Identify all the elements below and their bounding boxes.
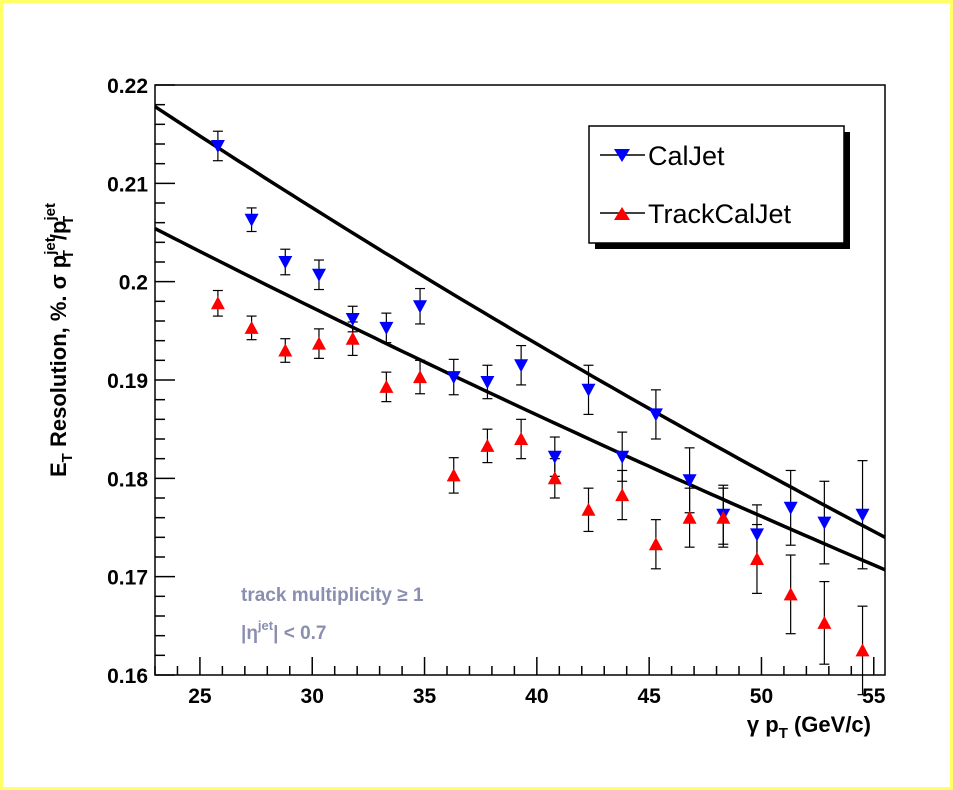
caljet-marker	[648, 408, 663, 422]
x-tick-label: 40	[525, 685, 548, 708]
y-tick-label: 0.22	[107, 75, 148, 98]
caljet-marker	[750, 528, 764, 542]
x-tick-label: 30	[301, 685, 324, 708]
legend-trackcaljet-label: TrackCalJet	[648, 199, 792, 229]
y-tick-label: 0.17	[107, 567, 148, 590]
legend-box	[588, 125, 845, 244]
trackcaljet-marker	[278, 343, 293, 357]
trackcaljet-marker	[817, 615, 832, 629]
x-tick-labels: 25 30 35 40 45 50 55	[188, 685, 886, 708]
caljet-marker	[682, 474, 697, 488]
caljet-marker	[312, 268, 326, 282]
trackcaljet-marker	[244, 320, 259, 334]
legend: CalJet TrackCalJet	[588, 125, 850, 249]
trackcaljet-marker	[615, 488, 630, 502]
caljet-marker	[855, 508, 870, 522]
x-tick-label: 50	[750, 685, 773, 708]
trackcaljet-marker	[345, 331, 360, 345]
x-tick-label: 55	[862, 685, 886, 708]
caljet-marker	[615, 450, 630, 464]
caljet-marker	[345, 313, 360, 326]
caljet-marker	[817, 516, 832, 530]
x-axis-title-prefix: γ p	[747, 712, 779, 737]
trackcaljet-marker	[855, 643, 870, 657]
trackcaljet-marker	[514, 432, 529, 445]
resolution-plot: 25 30 35 40 45 50 55 0.160.170.180.190.20.210.…	[42, 75, 886, 742]
caljet-marker	[480, 376, 495, 389]
y-axis-title: ET Resolution, %. σ pjetT/pjetT	[42, 203, 77, 477]
y-axis-title-p2: Resolution, %. σ p	[46, 255, 71, 453]
y-tick-label: 0.16	[107, 665, 148, 688]
x-axis-title-suffix: (GeV/c)	[788, 712, 871, 737]
legend-trackcaljet-marker	[614, 207, 630, 220]
y-axis-title-sup2: jet	[42, 237, 59, 256]
legend-caljet-label: CalJet	[648, 141, 725, 171]
caljet-marker	[278, 256, 293, 269]
trackcaljet-marker	[210, 296, 225, 310]
trackcaljet-marker	[750, 552, 764, 565]
caljet-marker	[581, 383, 596, 397]
caljet-marker	[783, 501, 798, 515]
trackcaljet-fit-curve	[154, 227, 886, 572]
fit-curves	[154, 105, 886, 572]
legend-caljet-marker	[614, 149, 630, 162]
x-axis-title-sub: T	[779, 725, 788, 742]
trackcaljet-marker	[783, 587, 798, 601]
caljet-marker	[514, 359, 529, 373]
x-tick-label: 25	[188, 685, 212, 708]
axis-ticks	[154, 84, 875, 676]
trackcaljet-marker	[446, 468, 461, 482]
caljet-marker	[210, 140, 225, 153]
caljet-marker	[547, 450, 562, 464]
annotation-eta: |ηjet| < 0.7	[241, 618, 326, 644]
annotation-eta-base: |η	[241, 623, 258, 644]
caljet-marker	[379, 321, 394, 335]
data-markers	[210, 140, 870, 657]
caljet-marker	[413, 300, 427, 314]
trackcaljet-marker	[312, 336, 326, 350]
y-axis-title-p1: E	[46, 462, 71, 477]
x-tick-label: 35	[413, 685, 437, 708]
x-axis-title: γ pT (GeV/c)	[747, 712, 871, 742]
y-tick-label: 0.21	[107, 173, 148, 196]
y-axis-title-p3: /p	[46, 221, 71, 241]
annotation-eta-end: | < 0.7	[273, 623, 326, 644]
trackcaljet-marker	[648, 537, 663, 551]
trackcaljet-marker	[547, 471, 562, 485]
trackcaljet-marker	[716, 510, 731, 524]
y-tick-label: 0.2	[119, 272, 148, 295]
y-axis-title-sub2: T	[60, 250, 77, 259]
caljet-fit-curve	[154, 105, 886, 539]
annotation-multiplicity: track multiplicity ≥ 1	[241, 585, 424, 606]
y-tick-labels: 0.16 0.17 0.18 0.19 0.2 0.21 0.22	[107, 75, 148, 688]
trackcaljet-marker	[480, 438, 495, 452]
trackcaljet-marker	[379, 379, 394, 393]
caljet-marker	[446, 371, 461, 385]
annotation-eta-sup: jet	[257, 618, 274, 633]
trackcaljet-marker	[682, 510, 697, 524]
y-axis-title-s1: T	[59, 453, 76, 462]
x-tick-label: 45	[637, 685, 661, 708]
y-tick-label: 0.19	[107, 370, 148, 393]
y-tick-label: 0.18	[107, 468, 148, 491]
trackcaljet-marker	[413, 370, 427, 384]
y-axis-title-sub3: T	[60, 216, 77, 225]
trackcaljet-marker	[581, 502, 596, 516]
caljet-marker	[244, 213, 259, 227]
y-axis-title-sup3: jet	[42, 203, 59, 222]
